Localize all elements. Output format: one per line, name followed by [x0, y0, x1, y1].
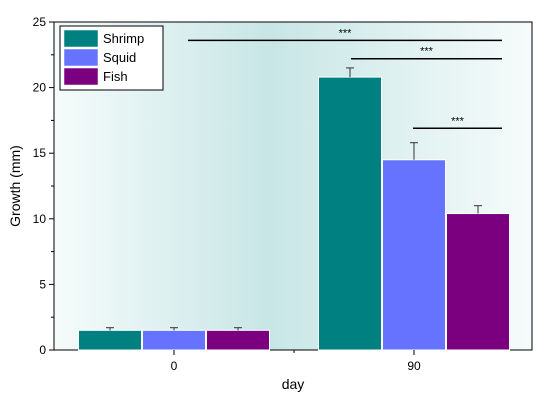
- legend-label-squid: Squid: [103, 50, 136, 65]
- significance-label-2: ***: [420, 46, 434, 58]
- legend-label-fish: Fish: [103, 69, 128, 84]
- y-tick-label-0: 0: [39, 343, 46, 357]
- bar-shrimp-0: [78, 329, 142, 351]
- bar-squid-90: [382, 159, 446, 351]
- error-bars-layer: [106, 67, 482, 331]
- y-tick-label-15: 15: [33, 146, 47, 160]
- legend-swatch-fish: [63, 67, 99, 86]
- legend: Shrimp Squid Fish: [59, 25, 164, 91]
- x-axis: 0 90: [171, 350, 421, 373]
- bar-squid-0: [142, 329, 206, 351]
- y-tick-label-5: 5: [39, 277, 46, 291]
- y-tick-label-20: 20: [33, 81, 47, 95]
- significance-layer: *** *** ***: [188, 27, 502, 130]
- y-tick-label-25: 25: [33, 15, 47, 29]
- legend-swatch-squid: [63, 48, 99, 67]
- y-tick-label-10: 10: [33, 212, 47, 226]
- significance-label-3: ***: [451, 115, 465, 127]
- y-axis-title: Growth (mm): [7, 145, 23, 227]
- x-tick-label-0: 0: [171, 359, 178, 373]
- bars-layer: [78, 76, 510, 351]
- y-axis: 0 5 10 15 20 25: [33, 15, 54, 357]
- bar-fish-90: [446, 213, 510, 351]
- significance-label-1: ***: [339, 27, 353, 39]
- legend-label-shrimp: Shrimp: [103, 31, 144, 46]
- bar-fish-0: [206, 329, 270, 351]
- x-axis-title: day: [282, 376, 305, 392]
- x-tick-label-90: 90: [407, 359, 421, 373]
- bar-shrimp-90: [318, 76, 382, 351]
- legend-swatch-shrimp: [63, 29, 99, 48]
